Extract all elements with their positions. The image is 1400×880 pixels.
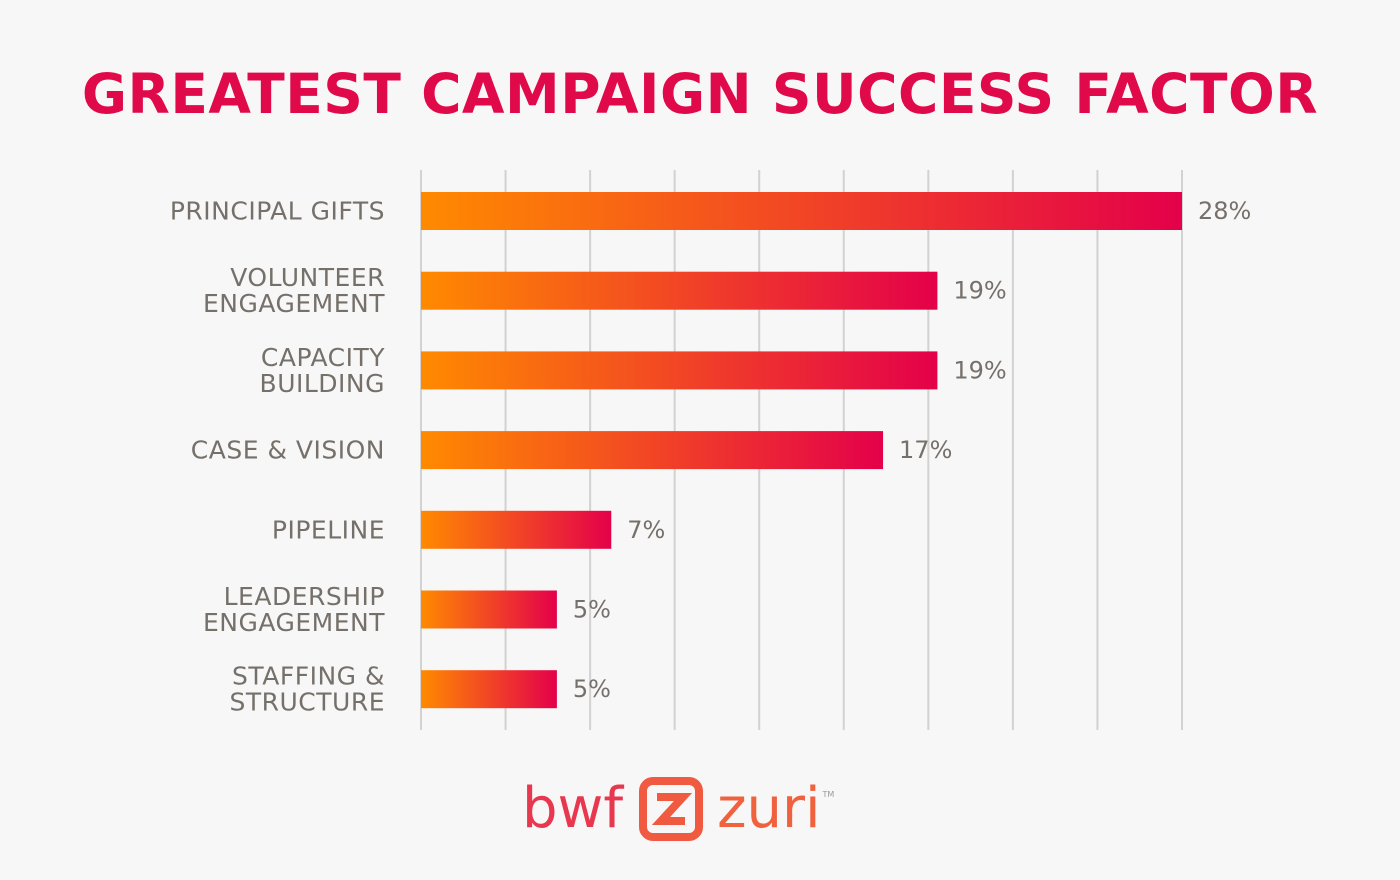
value-label-2: 19% bbox=[953, 356, 1006, 384]
value-label-3: 17% bbox=[899, 436, 952, 464]
category-label-0: PRINCIPAL GIFTS bbox=[170, 197, 385, 226]
value-labels: 28% 19% 19% 17% 7% 5% 5% bbox=[573, 197, 1251, 703]
z-mark-icon bbox=[639, 777, 704, 841]
logo-trademark: TM bbox=[822, 790, 835, 799]
bar-4 bbox=[421, 510, 612, 549]
category-label-6: STAFFING & STRUCTURE bbox=[229, 662, 385, 717]
logo-bwf-text: bwf bbox=[522, 776, 624, 841]
bwf-zuri-logo: bwf zuri TM bbox=[522, 774, 834, 844]
category-label-2: CAPACITY BUILDING bbox=[260, 343, 386, 398]
value-label-1: 19% bbox=[953, 277, 1006, 305]
logo-zuri-text: zuri bbox=[717, 776, 821, 841]
bar-0 bbox=[421, 192, 1182, 230]
category-label-1: VOLUNTEER ENGAGEMENT bbox=[203, 263, 385, 318]
bar-1 bbox=[421, 271, 938, 310]
bar-5 bbox=[421, 590, 557, 629]
bar-2 bbox=[421, 351, 938, 390]
chart-title: GREATEST CAMPAIGN SUCCESS FACTOR bbox=[81, 62, 1319, 126]
value-label-5: 5% bbox=[573, 596, 611, 624]
category-label-4: PIPELINE bbox=[272, 515, 385, 544]
category-label-3: CASE & VISION bbox=[191, 436, 385, 465]
bar-6 bbox=[421, 670, 557, 709]
value-label-6: 5% bbox=[573, 675, 611, 703]
value-label-4: 7% bbox=[627, 516, 665, 544]
bar-3 bbox=[421, 431, 884, 470]
category-labels: PRINCIPAL GIFTS VOLUNTEER ENGAGEMENT CAPACI… bbox=[170, 197, 385, 717]
category-label-5: LEADERSHIP ENGAGEMENT bbox=[203, 582, 385, 637]
bars bbox=[421, 192, 1182, 709]
value-label-0: 28% bbox=[1198, 197, 1251, 225]
